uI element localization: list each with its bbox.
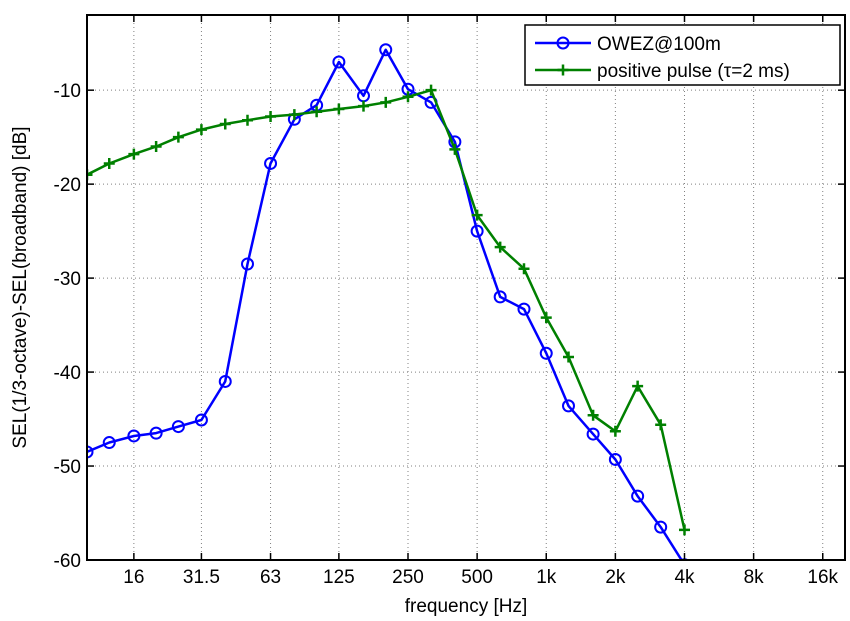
data-point	[379, 43, 393, 57]
data-point	[127, 429, 141, 443]
data-point	[195, 124, 207, 136]
legend-swatch-marker	[556, 36, 570, 50]
data-point	[449, 143, 461, 155]
data-point	[425, 84, 437, 96]
x-tick-label: 1k	[536, 567, 557, 588]
x-tick-label: 8k	[744, 567, 765, 588]
data-point	[102, 436, 116, 450]
data-point	[654, 520, 668, 534]
y-tick-label: -30	[54, 269, 81, 290]
series-line	[87, 48, 684, 560]
data-point	[333, 103, 345, 115]
data-point	[242, 114, 254, 126]
data-point	[586, 427, 600, 441]
data-point	[562, 399, 576, 413]
data-point	[264, 156, 278, 170]
data-point	[357, 100, 369, 112]
grid	[87, 15, 845, 561]
x-tick-label: 500	[461, 567, 493, 588]
data-point	[87, 445, 94, 459]
x-axis-label: frequency [Hz]	[405, 596, 528, 617]
data-point	[150, 141, 162, 153]
data-point	[609, 425, 621, 437]
data-point	[149, 426, 163, 440]
x-tick-label: 125	[323, 567, 355, 588]
data-point	[219, 118, 231, 130]
data-point	[655, 419, 667, 431]
y-tick-label: -10	[54, 81, 81, 102]
data-point	[632, 380, 644, 392]
data-point	[194, 413, 208, 427]
data-point	[265, 110, 277, 122]
data-point	[380, 96, 392, 108]
x-tick-label: 2k	[605, 567, 626, 588]
data-point	[631, 489, 645, 503]
data-point	[678, 524, 690, 536]
series-group	[87, 43, 690, 560]
tick-labels: 16 31.5 63 125 250 500 1k 2k 4k 8k 16k -60 -50 -40 -30…	[54, 81, 839, 588]
data-point	[103, 157, 115, 169]
series-2	[87, 84, 690, 536]
plot-frame	[86, 14, 846, 561]
y-tick-label: -40	[54, 363, 81, 384]
legend-item-1: OWEZ@100m	[535, 34, 721, 55]
x-tick-label: 16	[123, 567, 144, 588]
data-point	[241, 257, 255, 271]
data-point	[470, 224, 484, 238]
data-point	[517, 302, 531, 316]
data-point	[87, 169, 93, 181]
legend-box	[524, 24, 841, 86]
legend-label: positive pulse (τ=2 ms)	[597, 61, 790, 82]
data-point	[172, 131, 184, 143]
legend-item-2: positive pulse (τ=2 ms)	[535, 61, 790, 82]
data-point	[494, 241, 506, 253]
x-tick-label: 63	[260, 567, 281, 588]
data-point	[540, 312, 552, 324]
data-point	[332, 55, 346, 69]
legend: OWEZ@100m positive pulse (τ=2 ms)	[524, 24, 841, 86]
data-point	[587, 409, 599, 421]
x-tick-label: 31.5	[183, 567, 220, 588]
x-tick-label: 16k	[807, 567, 838, 588]
plot-area	[87, 15, 845, 560]
data-point	[608, 452, 622, 466]
ticks	[87, 15, 845, 561]
data-point	[311, 106, 323, 118]
y-axis-label: SEL(1/3-octave)-SEL(broadband) [dB]	[10, 126, 31, 448]
data-point	[288, 109, 300, 121]
data-point	[218, 374, 232, 388]
data-point	[518, 263, 530, 275]
data-point	[563, 351, 575, 363]
legend-swatch-marker	[557, 64, 569, 76]
x-tick-label: 250	[392, 567, 424, 588]
y-tick-label: -60	[54, 551, 81, 572]
series-1	[87, 43, 689, 560]
data-point	[471, 209, 483, 221]
data-point	[493, 290, 507, 304]
legend-label: OWEZ@100m	[597, 34, 721, 55]
y-tick-label: -50	[54, 457, 81, 478]
y-tick-label: -20	[54, 175, 81, 196]
data-point	[402, 91, 414, 103]
data-point	[128, 148, 140, 160]
data-point	[539, 346, 553, 360]
data-point	[171, 420, 185, 434]
x-tick-label: 4k	[674, 567, 695, 588]
